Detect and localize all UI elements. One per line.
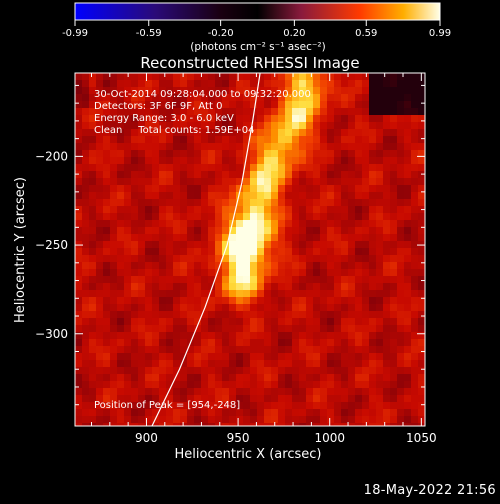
colorbar-tick-label: 0.59 — [355, 28, 377, 39]
colorbar-tick-label: -0.20 — [208, 28, 234, 39]
axes: 900 950 1000 1050 −200 −250 −300 — [35, 73, 437, 445]
x-axis-label: Heliocentric X (arcsec) — [175, 447, 322, 462]
peak-label: Position of Peak = [954,-248] — [94, 400, 240, 411]
colorbar-tick-label: 0.20 — [283, 28, 305, 39]
y-tick-label: −300 — [35, 327, 68, 341]
colorbar-tick-label: -0.59 — [136, 28, 162, 39]
y-tick-label: −250 — [35, 238, 68, 252]
info-line: Detectors: 3F 6F 9F, Att 0 — [94, 101, 222, 112]
plot-area — [75, 73, 425, 426]
colorbar-tick-label: 0.99 — [429, 28, 451, 39]
x-tick-label: 950 — [227, 431, 250, 445]
info-block: 30-Oct-2014 09:28:04.000 to 09:32:20.000… — [94, 89, 311, 136]
colorbar-units: (photons cm⁻² s⁻¹ asec⁻²) — [190, 41, 325, 53]
chart-title: Reconstructed RHESSI Image — [140, 54, 359, 72]
info-line: 30-Oct-2014 09:28:04.000 to 09:32:20.000 — [94, 89, 311, 100]
date-stamp: 18-May-2022 21:56 — [363, 483, 496, 498]
y-axis-label: Heliocentric Y (arcsec) — [13, 177, 28, 323]
info-line: Energy Range: 3.0 - 6.0 keV — [94, 113, 234, 124]
colorbar-tick-label: -0.99 — [62, 28, 88, 39]
plot-frame — [74, 72, 426, 427]
colorbar-ticks: -0.99 -0.59 -0.20 0.20 0.59 0.99 — [62, 20, 451, 39]
y-tick-label: −200 — [35, 149, 68, 163]
heatmap-image — [75, 73, 425, 426]
x-tick-label: 900 — [135, 431, 158, 445]
info-line: Clean Total counts: 1.59E+04 — [94, 125, 254, 136]
x-tick-label: 1050 — [406, 431, 437, 445]
colorbar — [74, 2, 441, 21]
x-tick-label: 1000 — [314, 431, 345, 445]
solar-limb-curve — [151, 73, 261, 426]
